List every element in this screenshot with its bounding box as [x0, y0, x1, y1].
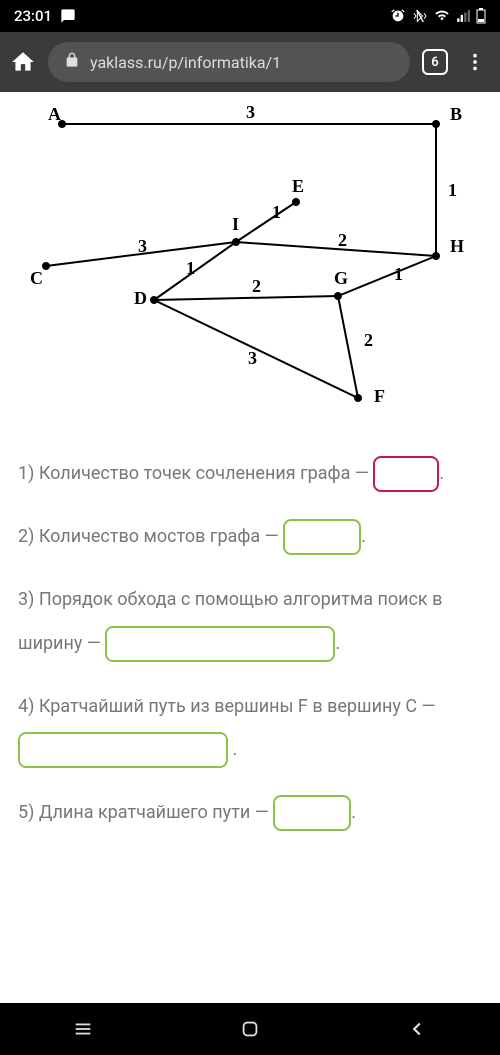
battery-icon — [476, 8, 486, 24]
q4-input[interactable] — [18, 732, 228, 768]
url-bar[interactable]: yaklass.ru/p/informatika/1 — [48, 42, 410, 82]
q2-text: 2) Количество мостов графа — — [18, 526, 283, 547]
svg-text:E: E — [292, 176, 304, 196]
q4-text: 4) Кратчайший путь из вершины F в вершин… — [18, 696, 436, 717]
svg-text:1: 1 — [394, 264, 403, 284]
question-4: 4) Кратчайший путь из вершины F в вершин… — [18, 685, 482, 771]
svg-text:1: 1 — [448, 180, 457, 200]
status-time: 23:01 — [14, 7, 52, 25]
svg-text:1: 1 — [272, 202, 281, 222]
svg-text:2: 2 — [252, 276, 261, 296]
recents-button[interactable] — [43, 1003, 123, 1055]
period: . — [439, 463, 444, 484]
svg-text:1: 1 — [186, 258, 195, 278]
svg-text:H: H — [450, 236, 464, 256]
lock-icon — [64, 52, 80, 72]
signal-icon — [456, 9, 470, 23]
vibrate-icon — [412, 8, 428, 24]
url-text: yaklass.ru/p/informatika/1 — [90, 53, 281, 72]
browser-toolbar: yaklass.ru/p/informatika/1 6 — [0, 32, 500, 92]
q3-input[interactable] — [105, 626, 335, 662]
question-5: 5) Длина кратчайшего пути — . — [18, 791, 482, 834]
graph-diagram: 3 1 3 1 2 1 2 1 2 3 A B C I E H D G F — [18, 106, 482, 416]
home-nav-button[interactable] — [210, 1003, 290, 1055]
page-content: 3 1 3 1 2 1 2 1 2 3 A B C I E H D G F 1) Количество точек … — [0, 92, 500, 834]
q5-input[interactable] — [273, 795, 351, 831]
svg-text:3: 3 — [246, 106, 255, 122]
question-3: 3) Порядок обхода с помощью алгоритма по… — [18, 578, 482, 664]
tab-count: 6 — [431, 55, 438, 70]
svg-text:G: G — [334, 268, 348, 288]
android-nav-bar — [0, 1003, 500, 1055]
svg-text:I: I — [232, 214, 239, 234]
svg-text:3: 3 — [138, 236, 147, 256]
question-2: 2) Количество мостов графа — . — [18, 515, 482, 558]
q1-input[interactable] — [373, 456, 439, 492]
questions-block: 1) Количество точек сочленения графа — .… — [18, 452, 482, 834]
q2-input[interactable] — [283, 519, 361, 555]
menu-button[interactable] — [460, 51, 490, 73]
q5-text: 5) Длина кратчайшего пути — — [18, 802, 273, 823]
svg-text:B: B — [450, 106, 462, 124]
tabs-button[interactable]: 6 — [422, 49, 448, 75]
svg-text:2: 2 — [338, 230, 347, 250]
android-status-bar: 23:01 — [0, 0, 500, 32]
period: . — [351, 802, 356, 823]
wifi-icon — [434, 8, 450, 24]
svg-text:3: 3 — [248, 348, 257, 368]
period: . — [335, 633, 340, 654]
q1-text: 1) Количество точек сочленения графа — — [18, 463, 373, 484]
svg-text:D: D — [134, 288, 147, 308]
svg-text:C: C — [30, 268, 43, 288]
svg-text:A: A — [48, 106, 61, 124]
chat-icon — [60, 8, 76, 24]
home-button[interactable] — [10, 49, 36, 75]
back-button[interactable] — [377, 1003, 457, 1055]
svg-text:2: 2 — [364, 330, 373, 350]
period: . — [361, 526, 366, 547]
period: . — [232, 739, 237, 760]
question-1: 1) Количество точек сочленения графа — . — [18, 452, 482, 495]
svg-text:F: F — [374, 386, 385, 406]
alarm-icon — [390, 8, 406, 24]
